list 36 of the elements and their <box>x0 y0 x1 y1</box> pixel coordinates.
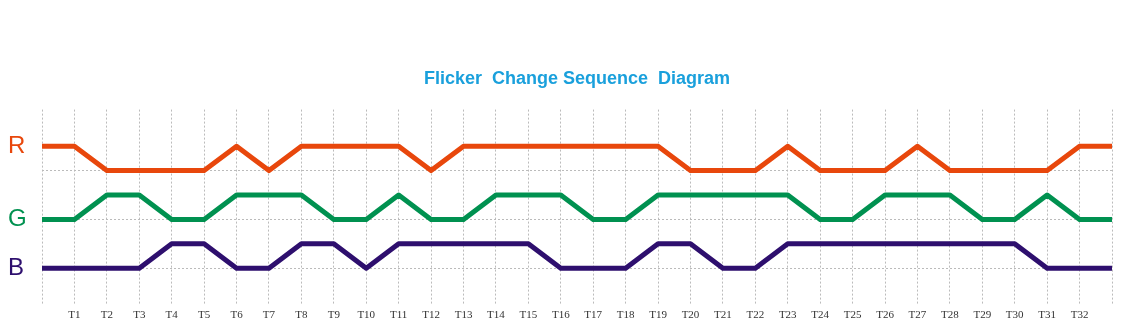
x-tick-label: T20 <box>681 308 700 321</box>
x-tick-label: T23 <box>778 308 798 321</box>
x-tick-label: T15 <box>519 308 538 321</box>
x-tick-label: T28 <box>941 308 960 321</box>
x-tick-label: T2 <box>100 308 113 321</box>
x-tick-label: T14 <box>487 308 506 321</box>
x-tick-label: T21 <box>714 308 732 321</box>
x-tick-label: T10 <box>357 308 376 321</box>
x-tick-label: T9 <box>327 308 341 321</box>
x-tick-label: T17 <box>584 308 603 321</box>
x-tick-label: T24 <box>811 308 830 321</box>
x-tick-label: T5 <box>198 308 211 321</box>
x-tick-label: T4 <box>165 308 179 321</box>
x-tick-label: T13 <box>454 308 473 321</box>
x-tick-label: T22 <box>746 308 765 321</box>
series-label: G <box>8 204 27 232</box>
x-tick-label: T6 <box>230 308 244 321</box>
x-tick-label: T11 <box>390 308 408 321</box>
x-tick-label: T27 <box>908 308 927 321</box>
x-tick-label: T29 <box>973 308 992 321</box>
chart-title: Flicker Change Sequence Diagram <box>423 67 731 88</box>
x-tick-label: T19 <box>649 308 668 321</box>
series-label: R <box>8 130 26 158</box>
x-tick-label: T16 <box>551 308 571 321</box>
x-tick-label: T18 <box>616 308 635 321</box>
x-tick-label: T7 <box>262 308 276 321</box>
x-tick-label: T32 <box>1070 308 1089 321</box>
x-tick-label: T3 <box>133 308 146 321</box>
series-label: B <box>8 252 25 280</box>
x-tick-label: T12 <box>422 308 440 321</box>
x-tick-label: T1 <box>68 308 81 321</box>
x-tick-label: T30 <box>1005 308 1025 321</box>
x-tick-label: T26 <box>876 308 895 321</box>
x-tick-label: T31 <box>1038 308 1057 321</box>
x-tick-label: T8 <box>295 308 308 321</box>
x-tick-label: T25 <box>843 308 862 321</box>
